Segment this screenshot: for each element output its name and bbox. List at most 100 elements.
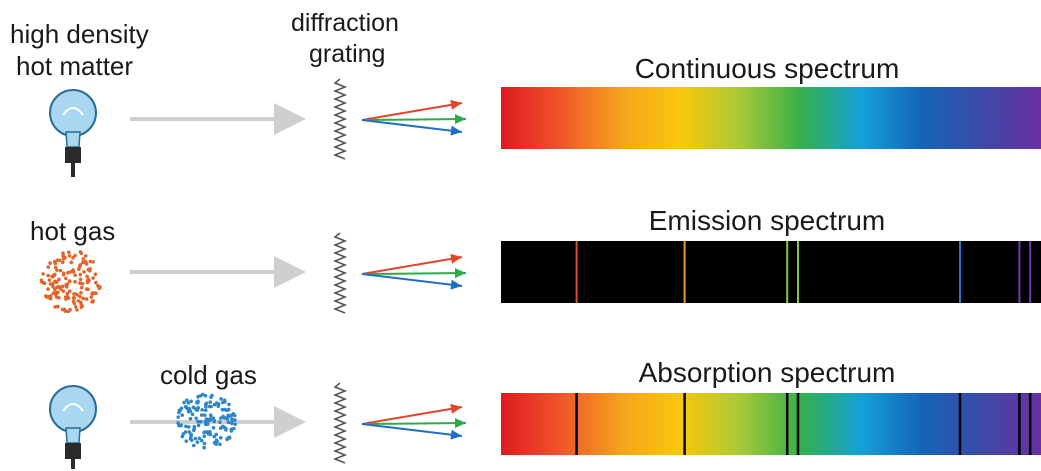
gas-particle (192, 443, 196, 448)
gas-particle (46, 265, 51, 269)
gas-particle (46, 287, 50, 291)
gas-particle (88, 266, 92, 271)
gas-particle (61, 289, 66, 293)
gas-particle (78, 281, 82, 285)
gas-particle (220, 407, 225, 412)
cold-gas-cloud-icon (176, 392, 237, 450)
gas-particle (81, 260, 85, 265)
gas-particle (212, 440, 217, 445)
gas-particle (230, 419, 235, 424)
red-ray-head (450, 253, 462, 264)
green-ray (361, 272, 467, 275)
gas-particle (196, 423, 201, 428)
gas-particle (56, 290, 60, 295)
gas-particle (55, 268, 59, 272)
gas-particle (90, 291, 95, 296)
spectrum-bar-absorption (501, 393, 1041, 455)
gas-particle (57, 296, 61, 300)
gas-particle (195, 408, 200, 412)
gas-particle (57, 258, 62, 263)
diffraction-grating-icon (332, 382, 348, 464)
gas-particle (60, 284, 65, 289)
green-ray-head (454, 268, 466, 279)
gas-particle (72, 301, 77, 306)
hot-gas-cloud-icon (39, 250, 102, 314)
gas-particle (78, 277, 83, 282)
blue-ray-head (450, 125, 462, 136)
gas-particle (191, 405, 196, 410)
gas-particle (93, 272, 98, 277)
gas-particle (184, 439, 189, 443)
gas-particle (202, 413, 207, 418)
gas-particle (187, 430, 191, 434)
gas-particle (210, 393, 214, 398)
gas-particle (180, 434, 185, 439)
gas-particle (67, 279, 72, 283)
gas-particle (47, 278, 52, 282)
gas-particle (188, 409, 193, 413)
gas-particle (58, 268, 63, 273)
gas-particle (189, 438, 194, 442)
green-ray (361, 422, 467, 425)
gas-particle (192, 427, 196, 431)
spectrum-bar-emission (501, 241, 1041, 303)
spectrum-bar-continuous (501, 87, 1041, 149)
gas-particle (194, 416, 198, 421)
gas-particle (195, 440, 200, 444)
gas-particle (200, 408, 204, 412)
gas-particle (88, 259, 93, 264)
gas-particle (64, 282, 69, 287)
gas-particle (219, 397, 223, 401)
red-ray-head (450, 99, 462, 110)
gas-particle (190, 412, 195, 417)
gas-particle (219, 416, 223, 420)
gas-particle (211, 426, 216, 430)
red-ray-head (450, 403, 462, 414)
green-ray-head (454, 418, 466, 429)
gas-particle (204, 405, 208, 409)
grating-label-line2: grating (309, 40, 385, 68)
gas-particle (77, 264, 82, 269)
gas-particle (202, 445, 206, 450)
diffraction-grating-icon (332, 232, 348, 314)
gas-particle (79, 285, 84, 290)
gas-particle (214, 432, 219, 437)
blue-ray (361, 273, 463, 287)
diffraction-grating-icon (332, 78, 348, 160)
gas-particle (188, 416, 193, 421)
gas-particle (61, 251, 65, 256)
gas-particle (85, 274, 89, 279)
gas-particle (199, 413, 204, 417)
spectrum-title-emission: Emission spectrum (649, 205, 886, 236)
gas-particle (71, 268, 75, 272)
gas-particle (198, 419, 203, 424)
blue-ray (361, 423, 463, 437)
gas-particle (84, 287, 89, 291)
gas-particle (208, 400, 213, 404)
gas-particle (226, 407, 231, 412)
gas-particle (73, 304, 78, 309)
gas-particle (218, 436, 223, 440)
gas-particle (226, 420, 231, 425)
gas-particle (81, 296, 85, 301)
gas-particle (177, 423, 181, 428)
gas-particle (196, 394, 200, 399)
gas-particle (218, 442, 222, 447)
gas-particle (46, 273, 50, 278)
gas-particle (85, 279, 90, 283)
gas-particle (177, 410, 181, 415)
gas-particle (205, 430, 210, 434)
gas-particle (57, 277, 61, 282)
gas-particle (78, 250, 83, 254)
gas-particle (60, 260, 65, 265)
gas-particle (78, 272, 83, 277)
green-ray (361, 118, 467, 121)
gas-particle (53, 272, 57, 277)
red-ray (361, 256, 463, 275)
gas-particle (220, 400, 225, 405)
gas-particle (189, 434, 193, 439)
gas-particle (60, 307, 65, 312)
gas-particle (48, 261, 52, 265)
gas-particle (48, 282, 53, 286)
